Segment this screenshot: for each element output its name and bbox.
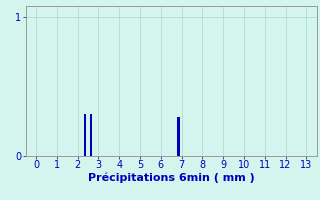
X-axis label: Précipitations 6min ( mm ): Précipitations 6min ( mm ) (88, 173, 255, 183)
Bar (84, 114, 86, 156)
Bar (90, 114, 92, 156)
Bar (177, 117, 180, 156)
